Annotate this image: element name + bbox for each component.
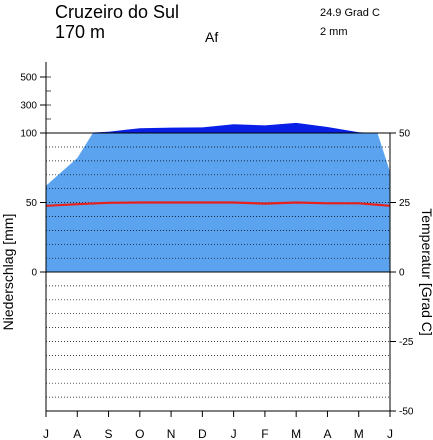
month-label: J: [387, 427, 393, 440]
mean-temperature: 24.9 Grad C: [320, 7, 380, 19]
month-label: J: [43, 427, 49, 440]
month-label: F: [261, 427, 268, 440]
temperature-line: [45, 201, 391, 207]
tick-labels: 0 50 100 300 500 -50 -25 0 25 50 J A S O N D J F M A M J: [20, 73, 414, 440]
month-label: A: [323, 427, 331, 440]
perhumid-area: [92, 122, 378, 133]
month-label: O: [135, 427, 144, 440]
month-label: M: [291, 427, 301, 440]
right-tick-label: -25: [399, 337, 414, 348]
axes: [40, 62, 396, 417]
month-label: A: [73, 427, 81, 440]
right-tick-label: 25: [399, 198, 411, 209]
left-tick-label: 100: [20, 129, 37, 140]
right-tick-label: 0: [399, 268, 405, 279]
station-name: Cruzeiro do Sul: [55, 2, 179, 22]
right-axis-label: Temperatur [Grad C]: [419, 208, 433, 336]
left-tick-label: 500: [20, 73, 37, 84]
temperature-series: [45, 201, 391, 207]
month-label: J: [231, 427, 237, 440]
right-tick-label: 50: [399, 129, 411, 140]
month-label: M: [354, 427, 364, 440]
left-tick-label: 0: [31, 268, 37, 279]
precipitation-areas: [46, 122, 390, 272]
station-elevation: 170 m: [55, 22, 105, 42]
left-tick-label: 300: [20, 101, 37, 112]
right-tick-label: -50: [399, 407, 414, 418]
annual-precipitation: 2 mm: [320, 26, 348, 38]
left-tick-label: 50: [26, 198, 38, 209]
left-axis-label: Niederschlag [mm]: [0, 214, 16, 331]
climate-classification: Af: [205, 29, 218, 45]
month-label: D: [198, 427, 207, 440]
month-label: N: [167, 427, 176, 440]
month-label: S: [105, 427, 113, 440]
